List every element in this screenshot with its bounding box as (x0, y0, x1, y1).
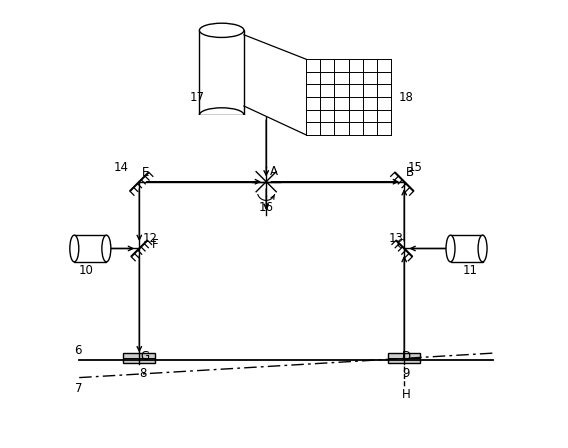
Text: 11: 11 (462, 264, 478, 277)
Text: 16: 16 (258, 201, 274, 214)
Ellipse shape (478, 235, 487, 262)
Ellipse shape (70, 235, 79, 262)
Polygon shape (388, 353, 420, 363)
Text: 7: 7 (74, 382, 82, 395)
Text: 14: 14 (114, 160, 129, 173)
Polygon shape (195, 115, 248, 133)
Text: 15: 15 (408, 160, 423, 173)
Polygon shape (123, 353, 155, 363)
Text: A: A (270, 165, 278, 178)
Ellipse shape (102, 235, 111, 262)
Text: B: B (406, 166, 414, 179)
Polygon shape (199, 30, 244, 115)
Ellipse shape (446, 235, 455, 262)
Text: H: H (402, 388, 411, 401)
Text: 12: 12 (143, 232, 158, 245)
Text: 18: 18 (399, 90, 414, 103)
Polygon shape (450, 235, 483, 262)
Text: F: F (152, 238, 158, 251)
Polygon shape (74, 235, 106, 262)
Text: 8: 8 (139, 366, 147, 379)
Text: C: C (396, 238, 405, 251)
Text: G: G (140, 350, 149, 363)
Text: 10: 10 (78, 264, 93, 277)
Text: D: D (402, 350, 411, 363)
Text: 6: 6 (74, 345, 82, 358)
Text: 17: 17 (190, 90, 204, 103)
Text: 9: 9 (403, 366, 410, 379)
Text: 13: 13 (389, 232, 404, 245)
Ellipse shape (199, 23, 244, 38)
Text: E: E (141, 166, 149, 179)
